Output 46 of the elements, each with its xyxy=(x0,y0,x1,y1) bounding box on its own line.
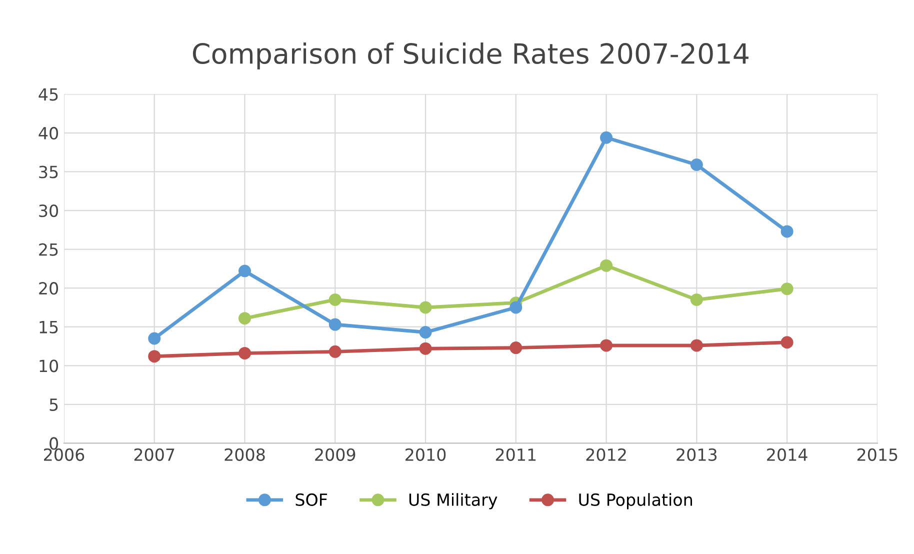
point xyxy=(328,345,342,358)
x-tick-label: 2013 xyxy=(676,448,717,461)
point xyxy=(238,346,251,360)
x-tick-label: 2014 xyxy=(767,448,808,461)
legend-label: US Military xyxy=(409,493,498,510)
point xyxy=(600,131,613,144)
point xyxy=(238,312,251,325)
y-tick-label: 45 xyxy=(38,88,58,101)
y-tick-label: 40 xyxy=(38,126,58,140)
x-tick-label: 2010 xyxy=(406,448,446,461)
point xyxy=(328,318,342,331)
y-tick-label: 10 xyxy=(40,360,58,372)
point xyxy=(510,301,522,314)
point xyxy=(510,342,522,354)
x-tick-label: 2011 xyxy=(496,448,536,461)
x-tick-label: 2015 xyxy=(857,448,898,461)
legend-label: SOF xyxy=(296,493,327,506)
point xyxy=(780,336,794,349)
point xyxy=(419,301,432,314)
point xyxy=(600,339,613,352)
y-tick-label: 25 xyxy=(39,243,58,256)
y-tick-label: 20 xyxy=(39,282,58,295)
point xyxy=(328,293,342,306)
legend-label: US Population xyxy=(579,493,692,510)
chart-title: Comparison of Suicide Rates 2007-2014 xyxy=(192,42,748,70)
point xyxy=(148,332,161,345)
point xyxy=(690,158,703,172)
point xyxy=(780,282,794,296)
point xyxy=(690,293,703,306)
point xyxy=(690,339,703,352)
x-tick-label: 2009 xyxy=(315,448,356,461)
x-tick-label: 2008 xyxy=(224,448,265,461)
y-tick-label: 0 xyxy=(50,437,58,450)
x-tick-label: 2006 xyxy=(44,448,84,461)
y-tick-label: 35 xyxy=(39,166,58,178)
x-tick-label: 2007 xyxy=(134,448,174,461)
y-tick-label: 15 xyxy=(40,321,58,334)
point xyxy=(148,350,161,363)
point xyxy=(419,326,432,339)
y-tick-label: 30 xyxy=(39,204,58,218)
x-tick-label: 2012 xyxy=(586,448,626,461)
point xyxy=(238,264,251,278)
y-tick-label: 5 xyxy=(50,398,58,411)
point xyxy=(600,259,613,272)
point xyxy=(419,342,432,355)
point xyxy=(780,225,794,238)
